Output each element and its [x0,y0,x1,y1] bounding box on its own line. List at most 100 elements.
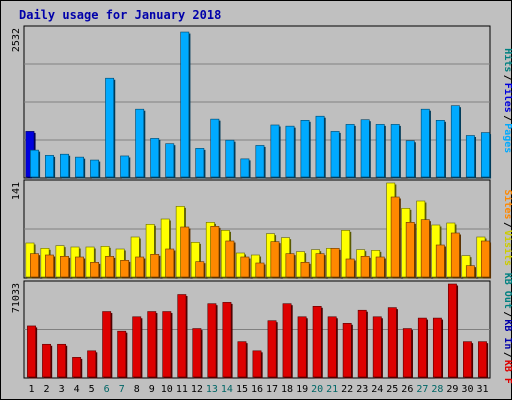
legend-item-hits: Hits [502,48,512,72]
legend-item-files: Files [502,83,512,113]
bar-sites-1 [30,253,39,278]
bar-kb-f-5 [87,350,97,378]
bar-sites-15 [240,256,250,278]
x-tick-label-30: 30 [461,384,473,395]
legend: Pages / Files / Hits [502,48,512,153]
bar-hits-2 [45,155,54,178]
bar-hits-16 [255,145,265,178]
x-tick-label-7: 7 [119,384,125,395]
panel-visits-sites: 141 Visits / Sites [11,179,512,279]
bar-kb-f-27 [417,317,427,378]
bar-kb-f-15 [237,341,247,378]
bar-sites-31 [480,240,490,278]
x-tick-label-25: 25 [386,384,398,395]
bar-kb-f-24 [372,316,382,378]
bar-hits-30 [465,135,475,178]
bar-visits-10 [160,218,170,278]
legend-item-kb-in: KB In [502,319,512,349]
bar-visits-12 [190,242,200,278]
bar-kb-f-23 [357,309,367,378]
bar-hits-18 [285,125,295,178]
panel-pages-files-hits: 2532 Pages / Files / Hits [11,25,512,179]
x-tick-label-28: 28 [431,384,443,395]
bar-kb-f-12 [192,328,202,378]
bar-sites-24 [375,256,385,278]
bar-kb-f-2 [42,343,51,378]
x-tick-label-12: 12 [191,384,203,395]
x-tick-label-11: 11 [176,384,188,395]
bar-hits-11 [180,31,190,178]
legend: KB F / KB In / KB Out [502,273,512,384]
bar-sites-23 [360,256,370,278]
x-tick-label-24: 24 [371,384,383,395]
bar-sites-2 [45,254,54,278]
bar-hits-1 [30,149,39,178]
legend-separator: / [502,222,512,228]
x-tick-label-10: 10 [161,384,173,395]
bar-hits-23 [360,119,370,178]
bar-sites-10 [165,248,175,278]
x-tick-label-23: 23 [356,384,368,395]
bar-hits-9 [150,138,160,178]
bar-kb-f-30 [463,341,472,378]
y-max-label: 2532 [11,28,22,52]
bar-sites-20 [315,253,325,278]
bar-hits-28 [435,120,445,178]
bar-kb-f-4 [72,357,82,378]
bar-sites-4 [75,256,84,278]
legend-separator: / [502,115,512,121]
bar-sites-25 [390,196,400,278]
bar-kb-f-29 [447,283,457,378]
bar-kb-f-21 [327,316,337,378]
legend-separator: / [502,352,512,358]
bar-sites-30 [465,265,475,278]
x-tick-label-15: 15 [236,384,248,395]
bar-sites-9 [150,254,160,278]
bar-hits-7 [120,155,130,178]
bar-hits-13 [210,118,220,178]
bar-sites-18 [285,253,295,278]
bar-kb-f-16 [252,350,262,378]
bar-kb-f-25 [387,307,397,378]
bar-visits-5 [85,246,95,278]
bar-sites-11 [180,226,190,278]
x-tick-label-29: 29 [446,384,458,395]
legend-item-pages: Pages [502,123,512,153]
bar-sites-22 [345,258,355,278]
bar-hits-31 [480,132,490,178]
bar-sites-13 [210,226,220,278]
bar-sites-5 [90,262,100,278]
x-tick-label-19: 19 [296,384,308,395]
bar-hits-17 [270,124,280,178]
bar-kb-f-13 [207,303,217,378]
bar-sites-7 [120,260,130,278]
bar-sites-19 [300,262,310,278]
bar-kb-f-26 [402,328,412,378]
bar-kb-f-31 [478,341,487,378]
bar-hits-12 [195,148,205,178]
y-max-label: 71033 [11,283,22,313]
x-tick-label-1: 1 [29,384,35,395]
bar-hits-15 [240,158,250,178]
legend-item-visits: Visits [502,230,512,266]
bar-hits-21 [330,131,340,178]
bar-hits-5 [90,159,100,178]
bar-hits-6 [105,77,115,178]
bar-hits-20 [315,115,325,178]
bar-sites-29 [450,232,460,278]
bar-hits-8 [135,108,145,178]
x-tick-label-2: 2 [44,384,50,395]
bar-kb-f-9 [147,311,157,378]
bar-sites-26 [405,222,415,278]
x-tick-label-22: 22 [341,384,353,395]
legend-item-kb-out: KB Out [502,273,512,309]
bar-hits-25 [390,124,400,178]
legend: Visits / Sites [502,189,512,266]
bar-hits-4 [75,156,84,178]
bar-hits-29 [450,105,460,178]
x-tick-label-9: 9 [149,384,155,395]
panel-kbf-kbin-kbout: 71033 KB F / KB In / KB Out [11,273,512,384]
bar-sites-12 [195,261,205,278]
bar-hits-22 [345,124,355,178]
